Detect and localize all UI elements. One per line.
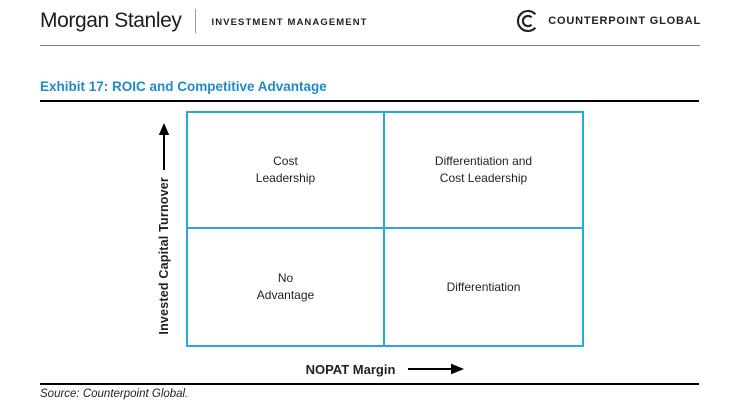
y-axis: Invested Capital Turnover bbox=[147, 111, 181, 347]
header-rule bbox=[40, 45, 700, 46]
quadrant-bottom-left: No Advantage bbox=[188, 229, 385, 345]
right-arrow-icon bbox=[408, 363, 465, 375]
title-rule bbox=[40, 100, 699, 102]
up-arrow-icon bbox=[158, 123, 170, 171]
brand-divider bbox=[195, 9, 197, 33]
brand-group: Morgan Stanley INVESTMENT MANAGEMENT bbox=[40, 9, 368, 33]
counterpoint-global-logo-icon bbox=[517, 9, 537, 33]
quadrant-bottom-right: Differentiation bbox=[446, 279, 521, 294]
source-note: Source: Counterpoint Global. bbox=[40, 388, 189, 400]
counterpoint-global-logo: COUNTERPOINT GLOBAL bbox=[516, 9, 701, 33]
division-label: INVESTMENT MANAGEMENT bbox=[211, 16, 368, 28]
x-axis: NOPAT Margin bbox=[186, 358, 584, 380]
exhibit-title: Exhibit 17: ROIC and Competitive Advanta… bbox=[40, 79, 327, 94]
quadrant-top-right: Differentiation and Cost Leadership bbox=[385, 113, 582, 229]
x-axis-label: NOPAT Margin bbox=[305, 361, 396, 377]
header: Morgan Stanley INVESTMENT MANAGEMENT COU… bbox=[40, 6, 701, 36]
quadrant-matrix: Cost Leadership Differentiation and Cost… bbox=[186, 111, 584, 347]
morgan-stanley-wordmark: Morgan Stanley bbox=[40, 9, 182, 32]
y-axis-label: Invested Capital Turnover bbox=[157, 177, 171, 335]
counterpoint-global-label: COUNTERPOINT GLOBAL bbox=[548, 15, 701, 27]
quadrant-top-left: Cost Leadership bbox=[188, 113, 385, 229]
source-rule bbox=[40, 383, 699, 385]
